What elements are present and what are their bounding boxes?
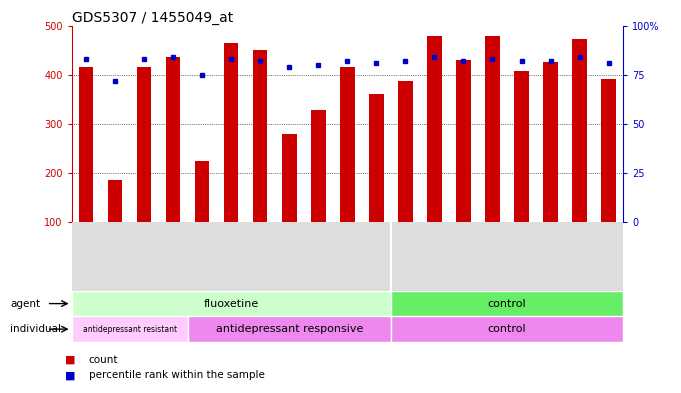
Bar bbox=[224, 43, 238, 222]
Bar bbox=[543, 62, 558, 222]
Bar bbox=[456, 60, 471, 222]
Bar bbox=[572, 39, 587, 222]
Bar bbox=[188, 316, 391, 342]
Bar bbox=[340, 67, 355, 222]
Text: GDS5307 / 1455049_at: GDS5307 / 1455049_at bbox=[72, 11, 233, 24]
Text: control: control bbox=[488, 324, 526, 334]
Bar bbox=[391, 291, 623, 316]
Bar bbox=[485, 36, 500, 222]
Text: ■: ■ bbox=[65, 370, 75, 380]
Bar bbox=[166, 57, 180, 222]
Bar bbox=[253, 50, 268, 222]
Text: agent: agent bbox=[10, 299, 40, 309]
Bar bbox=[369, 94, 383, 222]
Text: fluoxetine: fluoxetine bbox=[204, 299, 259, 309]
Bar bbox=[108, 180, 123, 222]
Bar bbox=[601, 79, 616, 222]
Bar bbox=[72, 316, 188, 342]
Bar bbox=[72, 291, 391, 316]
Text: ■: ■ bbox=[65, 354, 75, 365]
Bar bbox=[79, 67, 93, 222]
Bar bbox=[427, 36, 442, 222]
Bar bbox=[514, 71, 528, 222]
Bar bbox=[137, 67, 151, 222]
Bar bbox=[195, 161, 209, 222]
Bar bbox=[311, 110, 326, 222]
Bar bbox=[391, 316, 623, 342]
Text: antidepressant resistant: antidepressant resistant bbox=[82, 325, 176, 334]
Bar bbox=[282, 134, 296, 222]
Text: control: control bbox=[488, 299, 526, 309]
Bar bbox=[398, 81, 413, 222]
Text: antidepressant responsive: antidepressant responsive bbox=[216, 324, 363, 334]
Text: individual: individual bbox=[10, 324, 61, 334]
Text: count: count bbox=[89, 354, 118, 365]
Text: percentile rank within the sample: percentile rank within the sample bbox=[89, 370, 264, 380]
